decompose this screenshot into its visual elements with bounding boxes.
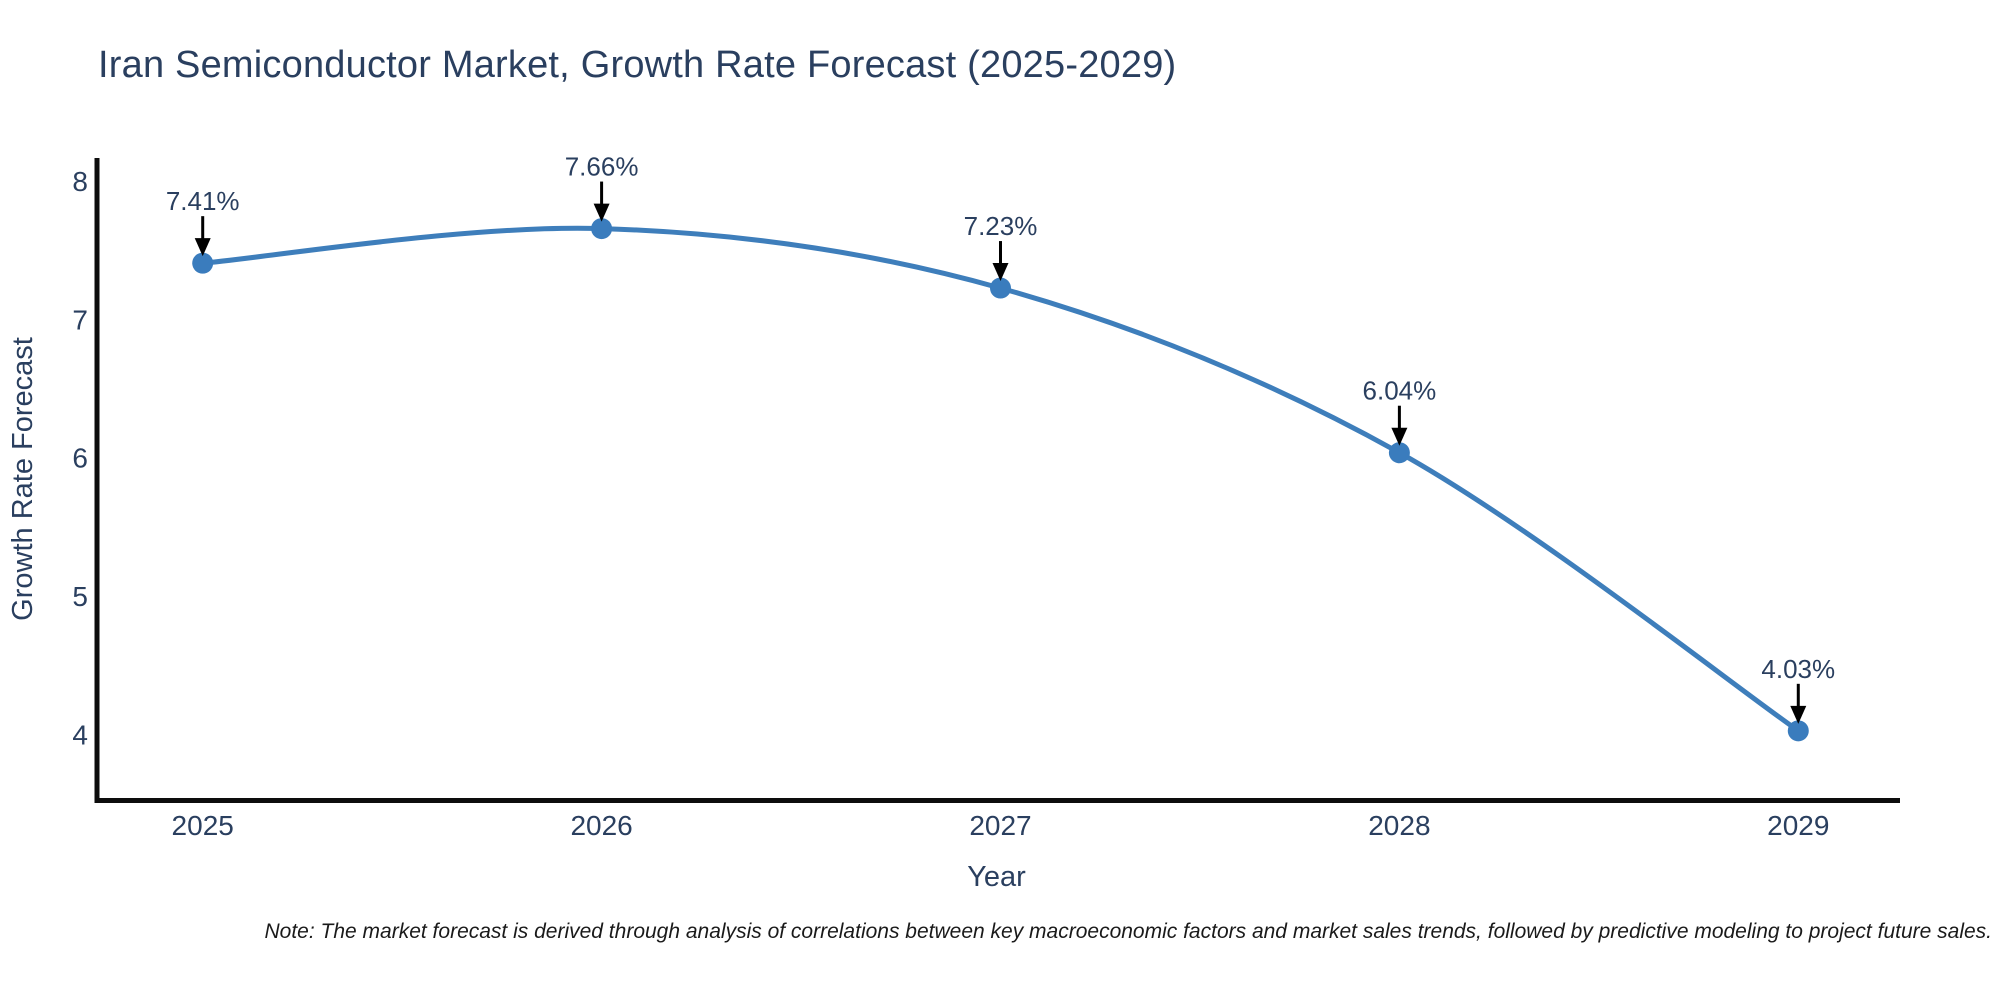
annotation-arrowhead-icon [194, 238, 211, 257]
annotation-arrowhead-icon [992, 263, 1009, 282]
y-axis-tick-label: 4 [72, 719, 88, 750]
forecast-line-series [200, 225, 1801, 734]
annotation-arrowhead-icon [1391, 427, 1408, 446]
data-point-value-label: 4.03% [1761, 654, 1835, 684]
annotation-arrowhead-icon [1790, 705, 1807, 724]
data-point-marker[interactable] [1787, 720, 1809, 742]
data-point-value-label: 7.41% [166, 186, 240, 216]
x-axis-tick-label: 2028 [1368, 810, 1430, 841]
x-axis-tick-label: 2025 [172, 810, 234, 841]
data-point-marker[interactable] [591, 218, 613, 240]
data-point-value-label: 7.66% [565, 152, 639, 182]
y-axis-tick-label: 7 [72, 304, 88, 335]
data-point-marker[interactable] [192, 252, 214, 274]
data-point-value-label: 6.04% [1363, 376, 1437, 406]
x-axis-tick-label: 2026 [570, 810, 632, 841]
annotation-arrowhead-icon [593, 203, 610, 222]
y-axis-title: Growth Rate Forecast [7, 337, 39, 621]
y-axis-tick-label: 6 [72, 443, 88, 474]
chart-title: Iran Semiconductor Market, Growth Rate F… [98, 44, 1177, 86]
footnote-text: Note: The market forecast is derived thr… [264, 920, 1993, 943]
data-point-marker[interactable] [989, 277, 1011, 299]
y-axis-tick-label: 5 [72, 581, 88, 612]
data-point-marker[interactable] [1388, 442, 1410, 464]
x-axis-tick-label: 2029 [1767, 810, 1829, 841]
y-axis-tick-label: 8 [72, 166, 88, 197]
x-axis-title: Year [967, 861, 1026, 893]
data-point-value-label: 7.23% [964, 211, 1038, 241]
x-axis-tick-label: 2027 [969, 810, 1031, 841]
